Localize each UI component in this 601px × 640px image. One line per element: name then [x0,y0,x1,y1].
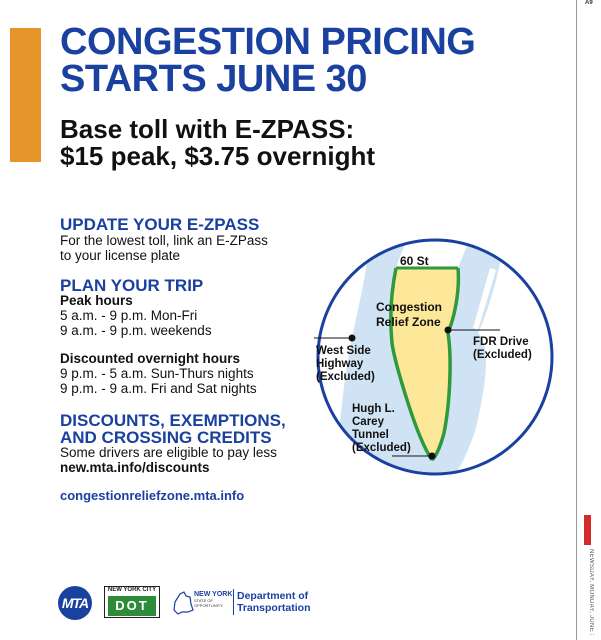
logo-divider [233,589,234,615]
map-label-tunnel-4: (Excluded) [352,442,411,454]
peak-hours-weekend: 9 a.m. - 9 p.m. weekends [60,323,212,338]
peak-hours-title: Peak hours [60,293,133,308]
nys-name: NEW YORK [194,591,233,598]
nys-dot-line-1: Department of [237,590,309,602]
headline-line-1: CONGESTION PRICING [60,21,476,63]
toll-subhead: Base toll with E-ZPASS: $15 peak, $3.75 … [60,116,520,170]
map-label-60st: 60 St [400,254,429,268]
headline: CONGESTION PRICING STARTS JUNE 30 [60,21,560,100]
subhead-line-2: $15 peak, $3.75 overnight [60,141,376,171]
map-label-west-1: West Side [316,345,371,357]
map-label-tunnel-1: Hugh L. [352,403,395,415]
mta-logo: MTA [58,586,92,620]
nys-dot-wordmark: Department of Transportation [237,590,311,614]
update-ezpass-line-2: to your license plate [60,248,181,263]
page-border [576,0,577,640]
subhead-line-1: Base toll with E-ZPASS: [60,114,355,144]
page-number: A9 [585,0,593,6]
congestion-zone-map: 60 St Congestion Relief Zone West Side H… [314,238,554,476]
nyc-dot-mark: DOT [108,596,156,616]
map-label-west-3: (Excluded) [316,371,375,383]
map-label-tunnel-2: Carey [352,416,385,428]
fdr-marker [444,326,452,334]
nys-dot-line-2: Transportation [237,601,311,614]
margin-dateline: NEWSDAY, MONDAY, JUNE 3, 2024 [588,549,594,635]
map-fdr-drive [430,267,461,462]
discounts-heading-line-2: AND CROSSING CREDITS [60,428,272,447]
map-roosevelt-island [473,268,496,330]
update-ezpass-line-1: For the lowest toll, link an E-ZPass [60,233,268,248]
margin-strip: NEWSDAY, MONDAY, JUNE 3, 2024 [582,515,594,637]
map-label-fdr-1: FDR Drive [473,336,529,348]
nyc-dot-logo: NEW YORK CITY DOT [104,586,160,618]
overnight-hours-title: Discounted overnight hours [60,351,241,366]
website-link[interactable]: congestionreliefzone.mta.info [60,488,245,503]
margin-logo [584,515,591,545]
map-outline [316,238,554,476]
map-upper-manhattan [396,240,470,268]
map-label-west-2: Highway [316,358,364,370]
plan-trip-heading: PLAN YOUR TRIP [60,276,204,295]
map-west-shore [318,240,370,474]
overnight-hours-weeknights: 9 p.m. - 5 a.m. Sun-Thurs nights [60,366,254,381]
nys-logo: NEW YORK STATE OF OPPORTUNITY. [172,586,234,620]
discounts-description: Some drivers are eligible to pay less [60,445,277,460]
map-label-zone-1: Congestion [376,300,442,314]
peak-hours-weekday: 5 a.m. - 9 p.m. Mon-Fri [60,308,198,323]
tunnel-marker [428,452,436,460]
map-label-tunnel-3: Tunnel [352,429,389,441]
discounts-heading-line-1: DISCOUNTS, EXEMPTIONS, [60,411,286,430]
map-west-side-highway [389,267,434,461]
overnight-hours-weekend-nights: 9 p.m. - 9 a.m. Fri and Sat nights [60,381,257,396]
west-side-marker [348,334,356,342]
map-label-zone-2: Relief Zone [376,315,441,329]
update-ezpass-heading: UPDATE YOUR E-ZPASS [60,215,260,234]
nys-tagline: STATE OF OPPORTUNITY. [194,598,224,608]
map-label-fdr-2: (Excluded) [473,349,532,361]
headline-line-2: STARTS JUNE 30 [60,58,367,100]
nyc-dot-label: NEW YORK CITY [107,587,157,593]
map-zone-area [390,268,459,460]
nys-state-outline-icon [173,591,194,615]
discounts-link[interactable]: new.mta.info/discounts [60,460,210,475]
accent-bar [10,28,41,162]
